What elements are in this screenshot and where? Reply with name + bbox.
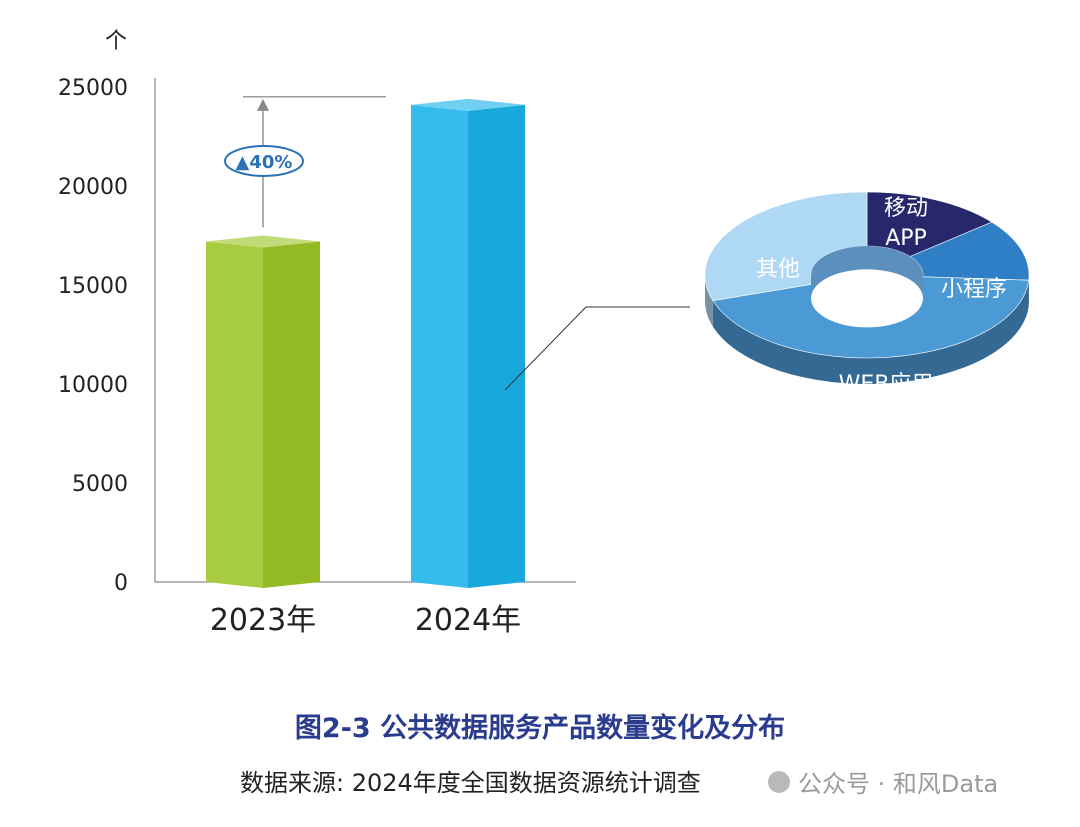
figure-title: 图2-3 公共数据服务产品数量变化及分布 <box>294 713 786 744</box>
watermark-text: 公众号 · 和风Data <box>798 770 999 798</box>
growth-arrow-head <box>257 98 269 111</box>
bar-1 <box>206 235 320 588</box>
bar-top-face <box>411 98 525 111</box>
bar-right-face <box>263 241 320 588</box>
bar-chart: 个 0 5000 10000 15000 20000 25000 2023年 2024年 ▲40% <box>58 29 690 638</box>
donut-label: WEB应用 <box>839 372 934 397</box>
bar-top-face <box>206 235 320 248</box>
y-tick-label: 25000 <box>58 76 128 101</box>
y-tick-label: 5000 <box>72 472 128 497</box>
donut-label: 移动 <box>884 196 928 221</box>
donut-hole <box>811 269 923 328</box>
watermark: 公众号 · 和风Data <box>768 764 998 799</box>
donut-side-wall <box>705 275 713 327</box>
bar-left-face <box>206 241 263 588</box>
leader-line <box>504 306 690 391</box>
x-tick-label: 2024年 <box>415 603 521 638</box>
donut-label: 其他 <box>756 257 800 282</box>
bar-right-face <box>468 104 525 588</box>
growth-badge <box>224 145 304 177</box>
donut-label: 小程序 <box>941 277 1007 302</box>
data-source-note: 数据来源: 2024年度全国数据资源统计调查 <box>240 769 701 797</box>
x-tick-label: 2023年 <box>210 603 316 638</box>
donut-side-wall <box>712 280 1029 384</box>
donut-inner-wall <box>811 246 923 299</box>
y-tick-label: 0 <box>114 571 128 596</box>
donut-label: APP <box>885 226 927 251</box>
bar-left-face <box>411 104 468 588</box>
donut-chart: 移动 APP 小程序 WEB应用 其他 <box>704 191 1030 397</box>
wechat-logo-icon <box>768 770 790 793</box>
y-tick-label: 20000 <box>58 175 128 200</box>
y-tick-label: 10000 <box>58 373 128 398</box>
bar-2 <box>411 98 525 588</box>
y-tick-label: 15000 <box>58 274 128 299</box>
y-axis-unit: 个 <box>105 29 127 54</box>
growth-label: ▲40% <box>236 152 293 173</box>
